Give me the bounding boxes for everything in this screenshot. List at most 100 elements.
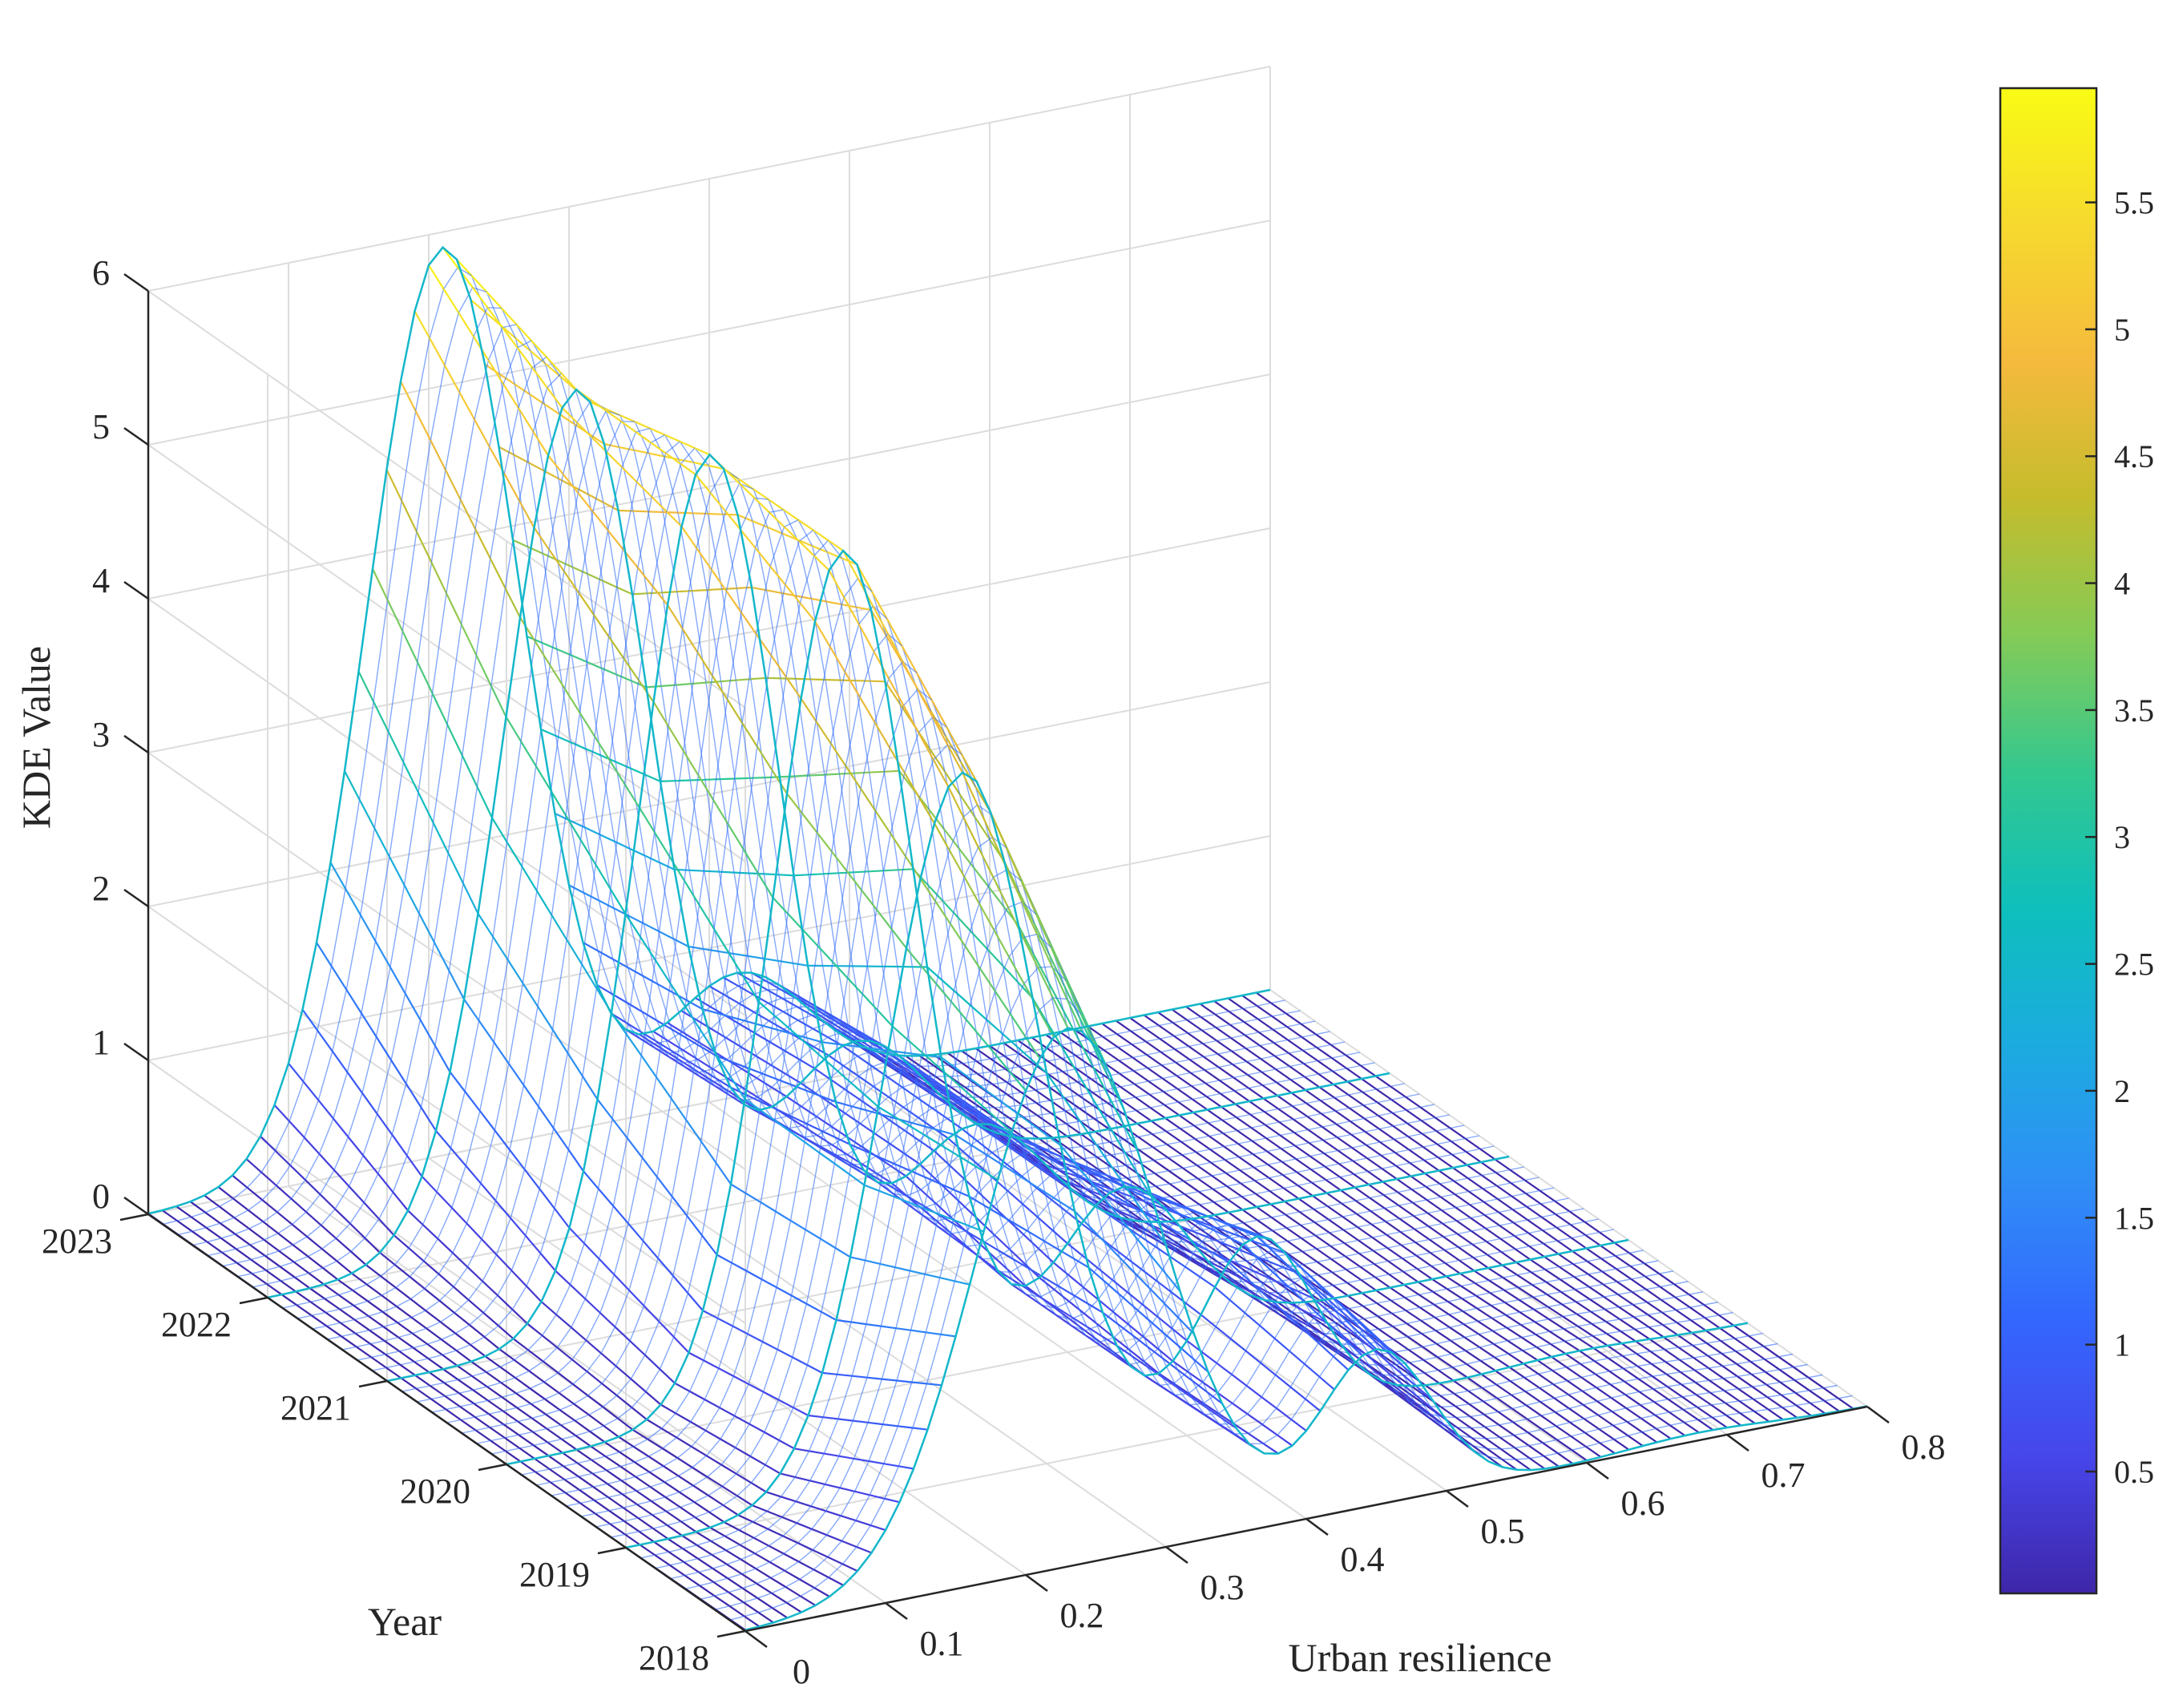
mesh-line [556, 648, 572, 656]
mesh-line [733, 1415, 750, 1425]
mesh-line [631, 1407, 648, 1420]
mesh-line [1268, 1177, 1285, 1189]
mesh-line [1350, 1120, 1366, 1133]
mesh-line [1000, 1100, 1017, 1113]
mesh-line [1377, 1315, 1394, 1327]
colorbar-tick-label: 4.5 [2114, 438, 2154, 474]
mesh-line [790, 1084, 807, 1092]
mesh-line [1037, 967, 1054, 999]
mesh-line [1088, 1197, 1105, 1206]
mesh-line [808, 1414, 824, 1419]
mesh-line [1075, 1115, 1092, 1138]
mesh-line [634, 421, 651, 430]
mesh-line [1465, 1151, 1482, 1163]
y-tick-mark [239, 1296, 268, 1305]
mesh-line [1640, 1417, 1657, 1430]
mesh-line [1630, 1278, 1647, 1290]
mesh-line [1219, 1080, 1236, 1092]
x-tick-label: 0 [793, 1652, 810, 1691]
mesh-line [640, 1037, 656, 1049]
mesh-line [491, 817, 508, 843]
mesh-line [1434, 1316, 1451, 1329]
series-profile-2022 [267, 388, 1390, 1299]
mesh-line [1529, 1258, 1546, 1270]
mesh-line [932, 759, 950, 788]
mesh-line [775, 1210, 792, 1221]
mesh-line [1206, 1391, 1223, 1404]
mesh-line [794, 993, 811, 1004]
mesh-line [1155, 1185, 1172, 1197]
mesh-line [929, 1076, 946, 1089]
mesh-line [489, 1426, 506, 1439]
mesh-line [787, 913, 804, 931]
mesh-line [1236, 1283, 1253, 1294]
mesh-line [345, 888, 361, 916]
mesh-line [1261, 1071, 1277, 1084]
mesh-line [1425, 1185, 1442, 1198]
mesh-line [915, 1081, 932, 1094]
mesh-line [462, 882, 479, 915]
mesh-line [715, 1162, 732, 1185]
mesh-line [1592, 1335, 1608, 1347]
mesh-line [605, 410, 622, 422]
mesh-line [671, 1028, 688, 1040]
mesh-line [1215, 1027, 1232, 1039]
mesh-line [1391, 1312, 1408, 1325]
mesh-line [1051, 1199, 1067, 1213]
mesh-line [805, 1229, 821, 1240]
mesh-line [853, 1457, 870, 1463]
mesh-line [1338, 1163, 1355, 1175]
mesh-line [1079, 1120, 1096, 1133]
mesh-line [1259, 1324, 1276, 1339]
mesh-line [1289, 1065, 1305, 1078]
mesh-line [1209, 1237, 1225, 1245]
mesh-line [1248, 1432, 1265, 1445]
mesh-line [370, 1356, 387, 1369]
mesh-line [1374, 1337, 1391, 1353]
mesh-line [1507, 1353, 1524, 1365]
mesh-line [1148, 1318, 1164, 1334]
mesh-line [481, 1238, 498, 1256]
mesh-line [1205, 1096, 1222, 1108]
mesh-line [702, 1310, 719, 1319]
mesh-line [1189, 1072, 1206, 1084]
mesh-line [1652, 1388, 1669, 1400]
z-tick-mark [123, 580, 149, 600]
mesh-line [1056, 1306, 1073, 1318]
mesh-line [1073, 1258, 1090, 1269]
mesh-line [1535, 1333, 1552, 1345]
mesh-line [1539, 1400, 1556, 1413]
mesh-line [1621, 1355, 1638, 1367]
mesh-line [543, 403, 560, 415]
mesh-line [896, 1379, 912, 1383]
mesh-line [1047, 1060, 1063, 1072]
mesh-line [978, 902, 995, 931]
mesh-line [834, 1136, 850, 1145]
mesh-line [825, 1510, 841, 1517]
mesh-line [1262, 1443, 1279, 1455]
mesh-line [1280, 1314, 1297, 1326]
mesh-line [730, 1086, 746, 1096]
mesh-line [1681, 1395, 1698, 1408]
mesh-line [874, 721, 891, 749]
mesh-line [1479, 1359, 1496, 1372]
mesh-line [853, 1419, 869, 1423]
mesh-line [871, 591, 888, 620]
mesh-line [1501, 1264, 1518, 1276]
mesh-line [1592, 1347, 1609, 1359]
mesh-line [427, 1358, 444, 1371]
mesh-line [441, 1339, 458, 1351]
mesh-line [704, 870, 720, 873]
mesh-line [898, 1425, 914, 1429]
mesh-line [1447, 1288, 1463, 1300]
mesh-line [251, 1273, 268, 1285]
mesh-line [161, 1209, 178, 1221]
mesh-line [619, 1465, 636, 1478]
mesh-line [376, 1113, 393, 1136]
mesh-line [621, 466, 638, 483]
mesh-line [535, 1471, 551, 1484]
mesh-line [880, 1262, 896, 1269]
mesh-line [1325, 1342, 1341, 1354]
mesh-line [1390, 1299, 1406, 1311]
mesh-line [1342, 1216, 1358, 1228]
